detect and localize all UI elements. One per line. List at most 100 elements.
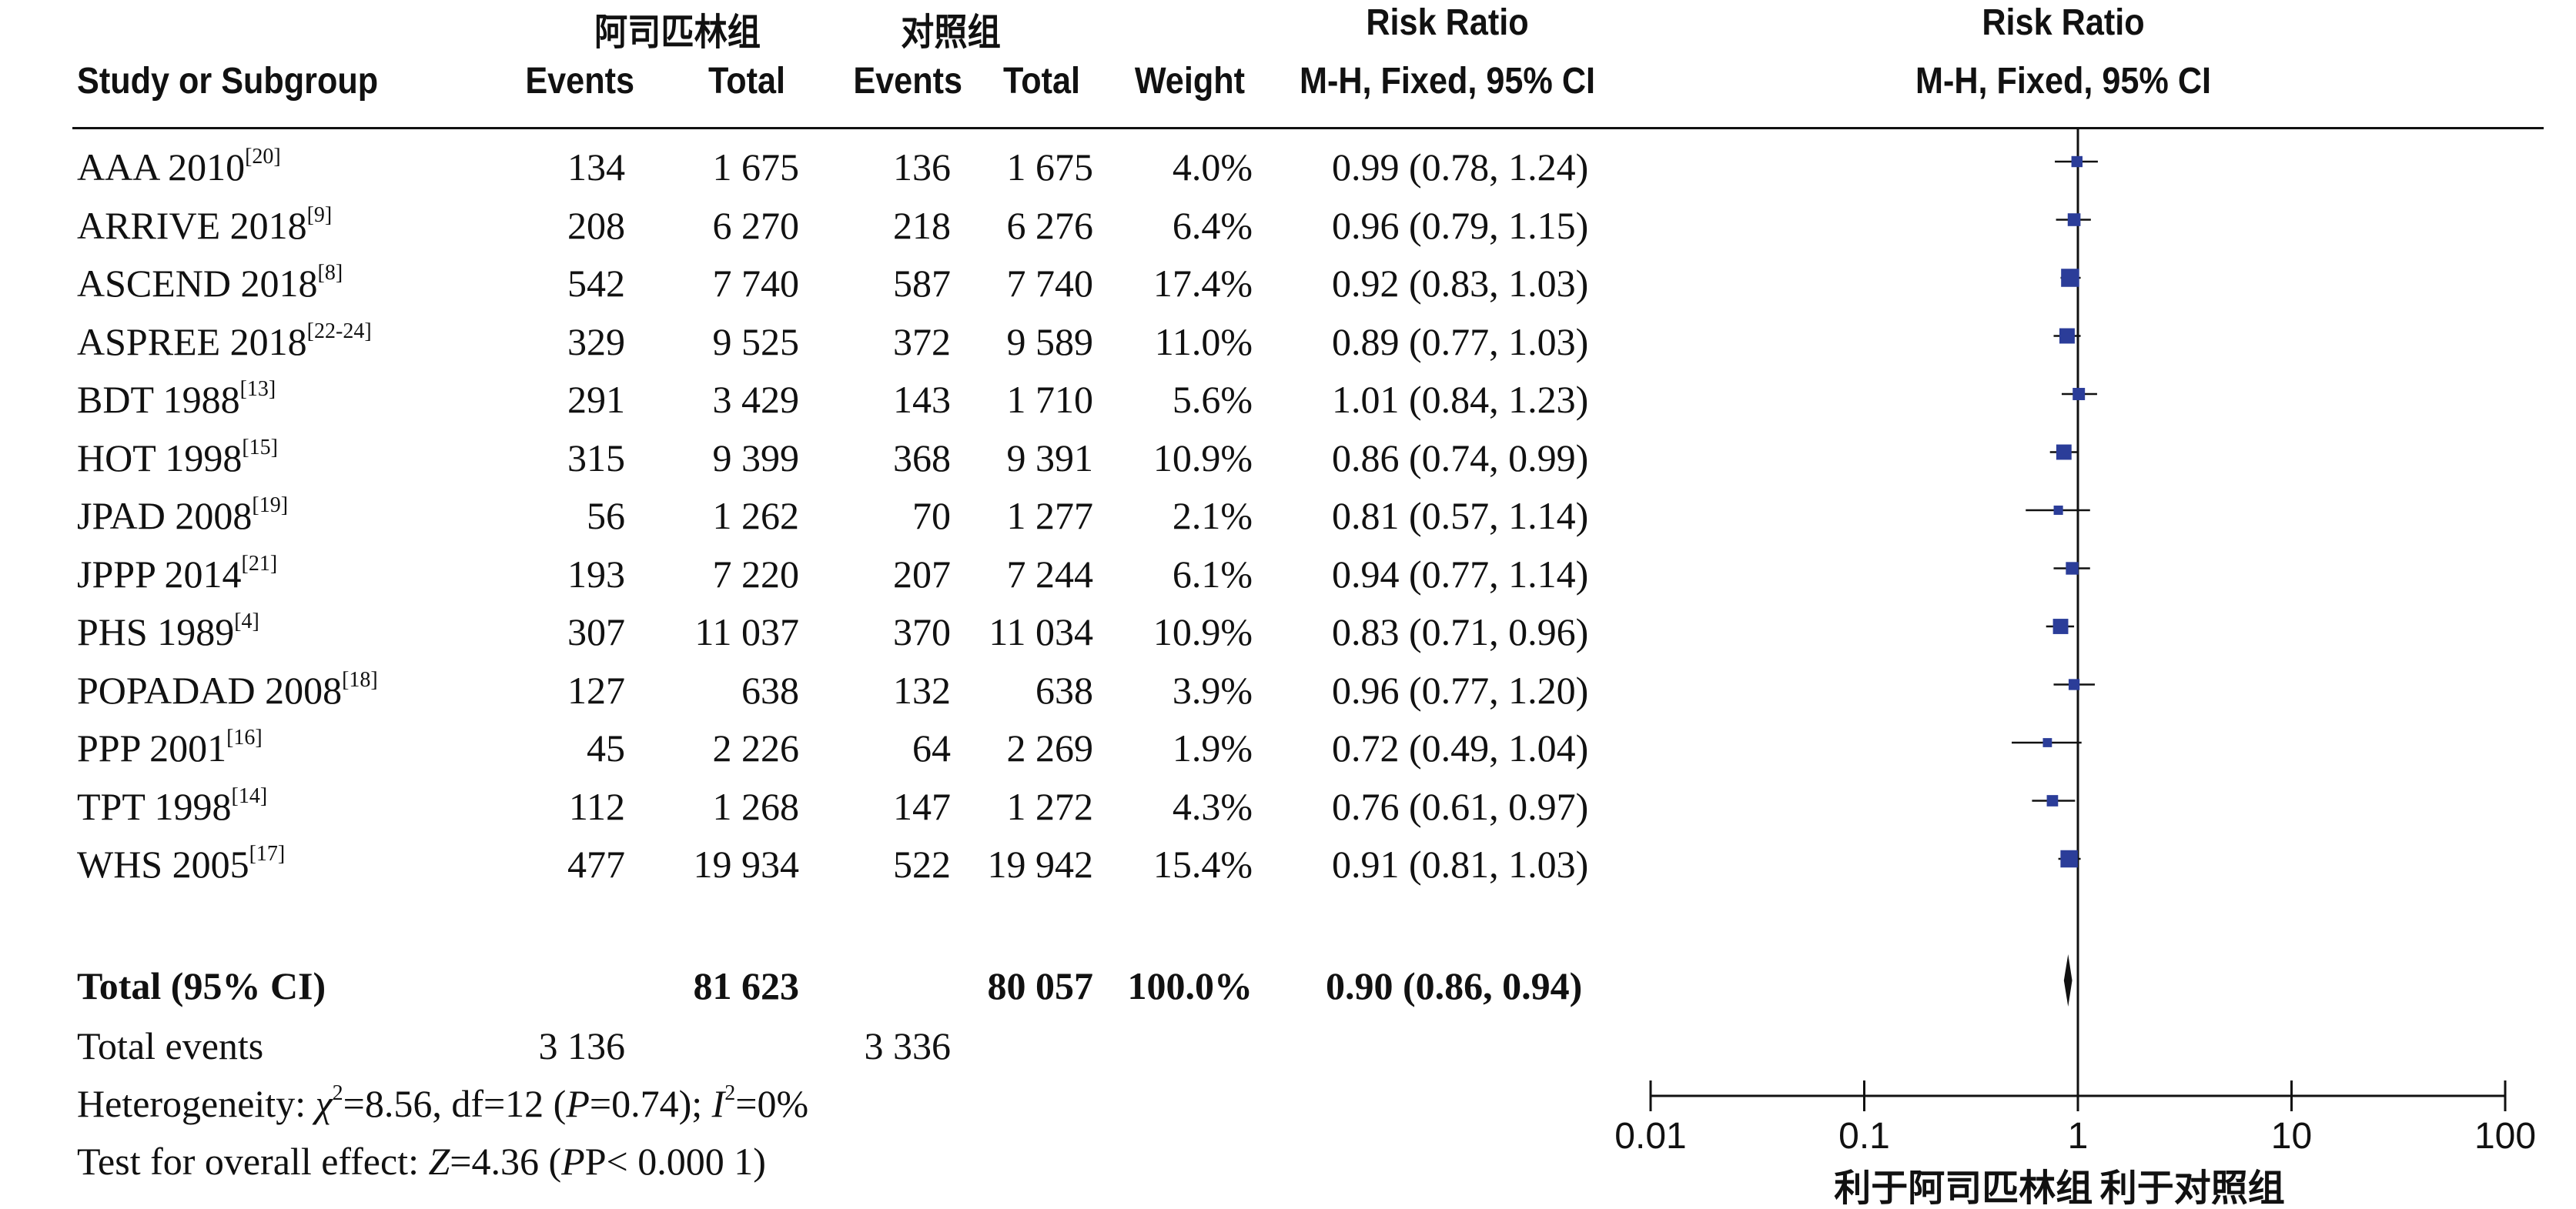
study-reference: [14]: [231, 784, 268, 808]
study-name-text: PPP 2001: [77, 726, 227, 770]
overall-effect-z: 4.36: [471, 1140, 540, 1183]
study-weight: 10.9%: [1153, 436, 1253, 479]
study-group2-events: 370: [893, 610, 951, 653]
heterogeneity-label: Heterogeneity:: [77, 1082, 316, 1125]
study-name-text: HOT 1998: [77, 436, 243, 479]
effect-square: [2066, 562, 2079, 575]
heterogeneity-p: 0.74: [611, 1082, 679, 1125]
study-group1-events: 307: [567, 610, 625, 653]
study-group1-total: 1 262: [712, 494, 800, 537]
study-group2-total: 9 589: [1006, 320, 1094, 363]
study-group1-total: 19 934: [693, 843, 800, 886]
study-group1-events: 329: [567, 320, 625, 363]
favours-control-label: 利于对照组: [2100, 1167, 2285, 1209]
study-ci-text: 0.91 (0.81, 1.03): [1332, 843, 1589, 886]
study-name-text: ARRIVE 2018: [77, 204, 307, 247]
overall-effect-line: Test for overall effect: Z=4.36 (PP< 0.0…: [77, 1140, 766, 1183]
group2-total-header: Total: [1003, 61, 1080, 102]
x-axis-tick-label: 0.01: [1614, 1116, 1686, 1157]
study-group2-events: 587: [893, 262, 951, 305]
study-ci-text: 0.86 (0.74, 0.99): [1332, 436, 1589, 479]
study-group2-events: 218: [893, 204, 951, 247]
study-weight: 10.9%: [1153, 610, 1253, 653]
study-group1-events: 477: [567, 843, 625, 886]
study-group1-events: 112: [568, 785, 625, 828]
study-name: HOT 1998[15]: [77, 436, 278, 480]
total-weight: 100.0%: [1127, 964, 1253, 1007]
study-reference: [8]: [317, 261, 343, 285]
study-ci-text: 0.94 (0.77, 1.14): [1332, 553, 1589, 596]
study-name: ARRIVE 2018[9]: [77, 203, 332, 248]
study-name-text: POPADAD 2008: [77, 669, 343, 712]
study-reference: [9]: [306, 203, 333, 227]
study-group2-total: 638: [1035, 669, 1093, 712]
study-group2-total: 1 710: [1006, 378, 1094, 421]
study-name: JPPP 2014[21]: [77, 552, 277, 596]
study-ci-text: 1.01 (0.84, 1.23): [1332, 378, 1589, 421]
study-name-text: JPAD 2008: [77, 494, 253, 537]
study-group1-total: 638: [741, 669, 799, 712]
study-weight: 6.1%: [1172, 553, 1253, 596]
group1-events-header: Events: [525, 61, 634, 102]
effect-square: [2060, 850, 2078, 868]
effect-square: [2046, 795, 2059, 807]
x-axis-tick-label: 100: [2474, 1116, 2536, 1157]
study-column-header: Study or Subgroup: [77, 61, 379, 102]
total-ci-text: 0.90 (0.86, 0.94): [1326, 964, 1583, 1007]
study-group1-events: 208: [567, 204, 625, 247]
study-group2-events: 372: [893, 320, 951, 363]
study-group2-total: 19 942: [987, 843, 1094, 886]
study-name: AAA 2010[20]: [77, 145, 281, 189]
study-group2-total: 7 740: [1006, 262, 1094, 305]
effect-square: [2073, 388, 2086, 400]
group1-header: 阿司匹林组: [594, 12, 761, 53]
study-group2-total: 11 034: [989, 610, 1093, 653]
total-events-group1: 3 136: [538, 1024, 626, 1067]
study-reference: [4]: [234, 610, 259, 633]
study-ci-text: 0.76 (0.61, 0.97): [1332, 785, 1589, 828]
heterogeneity-i2: 0%: [757, 1082, 809, 1125]
study-group1-total: 7 740: [712, 262, 800, 305]
study-group2-events: 207: [893, 553, 951, 596]
study-group2-total: 2 269: [1006, 726, 1094, 770]
study-group1-events: 127: [567, 669, 625, 712]
study-reference: [18]: [342, 668, 378, 692]
study-name: PPP 2001[16]: [77, 726, 263, 770]
study-group1-total: 1 268: [712, 785, 800, 828]
study-group1-events: 134: [567, 145, 625, 189]
study-reference: [16]: [226, 726, 263, 750]
study-reference: [13]: [239, 377, 276, 401]
study-name: TPT 1998[14]: [77, 784, 267, 829]
study-ci-text: 0.96 (0.77, 1.20): [1332, 669, 1589, 712]
plot-title-header: Risk Ratio: [1982, 2, 2145, 43]
heterogeneity-df: 12: [505, 1082, 544, 1125]
study-group1-total: 1 675: [712, 145, 800, 189]
study-reference: [22-24]: [306, 319, 372, 343]
study-name: ASPREE 2018[22-24]: [77, 319, 372, 364]
study-ci-text: 0.99 (0.78, 1.24): [1332, 145, 1589, 189]
pooled-diamond: [2063, 954, 2073, 1007]
study-name-text: TPT 1998: [77, 785, 232, 828]
study-group2-events: 64: [912, 726, 951, 770]
group1-total-header: Total: [708, 61, 785, 102]
study-group1-total: 3 429: [712, 378, 800, 421]
overall-effect-label: Test for overall effect:: [77, 1140, 429, 1183]
overall-effect-p: P< 0.000 1: [584, 1140, 754, 1183]
study-group1-total: 11 037: [694, 610, 799, 653]
study-group1-total: 7 220: [712, 553, 800, 596]
effect-square: [2056, 444, 2072, 460]
study-group1-events: 542: [567, 262, 625, 305]
study-name: WHS 2005[17]: [77, 842, 285, 887]
study-group1-events: 193: [567, 553, 625, 596]
study-group2-events: 70: [912, 494, 951, 537]
study-group1-total: 6 270: [712, 204, 800, 247]
header-divider: [72, 127, 2544, 129]
study-name-text: WHS 2005: [77, 843, 249, 886]
plot-method-header: M-H, Fixed, 95% CI: [1915, 61, 2212, 102]
weight-header: Weight: [1134, 61, 1245, 102]
study-name-text: PHS 1989: [77, 610, 235, 653]
heterogeneity-chi2: 8.56: [364, 1082, 433, 1125]
study-group2-total: 7 244: [1006, 553, 1094, 596]
study-name: PHS 1989[4]: [77, 610, 259, 654]
study-weight: 15.4%: [1153, 843, 1253, 886]
